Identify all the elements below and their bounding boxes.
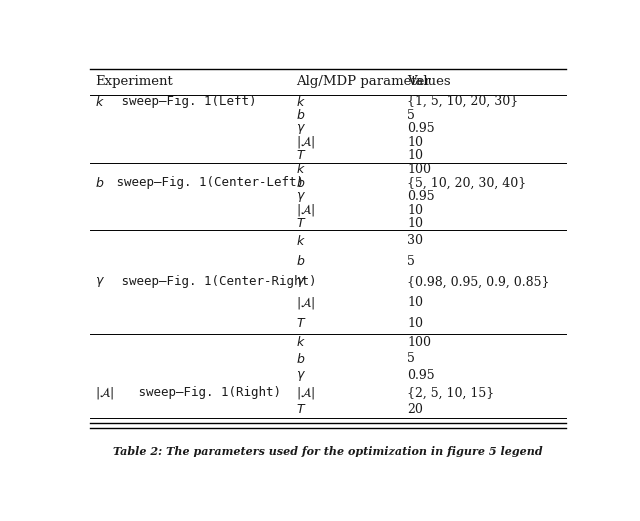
- Text: 0.95: 0.95: [408, 369, 435, 382]
- Text: $|\mathcal{A}|$: $|\mathcal{A}|$: [296, 202, 316, 218]
- Text: $\gamma$: $\gamma$: [296, 190, 306, 204]
- Text: $T$: $T$: [296, 317, 306, 330]
- Text: Alg/MDP parameter: Alg/MDP parameter: [296, 75, 431, 88]
- Text: 30: 30: [408, 234, 424, 247]
- Text: $\gamma$: $\gamma$: [95, 275, 105, 289]
- Text: $b$: $b$: [296, 352, 305, 366]
- Text: 5: 5: [408, 353, 415, 365]
- Text: 0.95: 0.95: [408, 122, 435, 135]
- Text: $b$: $b$: [296, 254, 305, 268]
- Text: 10: 10: [408, 204, 424, 217]
- Text: 10: 10: [408, 150, 424, 163]
- Text: 0.95: 0.95: [408, 190, 435, 203]
- Text: sweep—Fig. 1(Center-Right): sweep—Fig. 1(Center-Right): [114, 276, 316, 289]
- Text: {1, 5, 10, 20, 30}: {1, 5, 10, 20, 30}: [408, 95, 518, 108]
- Text: $k$: $k$: [296, 163, 305, 177]
- Text: $k$: $k$: [296, 335, 305, 349]
- Text: sweep—Fig. 1(Right): sweep—Fig. 1(Right): [131, 387, 280, 400]
- Text: Table 2: The parameters used for the optimization in figure 5 legend: Table 2: The parameters used for the opt…: [113, 446, 543, 457]
- Text: $|\mathcal{A}|$: $|\mathcal{A}|$: [296, 294, 316, 311]
- Text: $T$: $T$: [296, 217, 306, 230]
- Text: $b$: $b$: [296, 176, 305, 190]
- Text: sweep—Fig. 1(Left): sweep—Fig. 1(Left): [114, 95, 256, 108]
- Text: $k$: $k$: [95, 95, 104, 109]
- Text: {0.98, 0.95, 0.9, 0.85}: {0.98, 0.95, 0.9, 0.85}: [408, 276, 550, 289]
- Text: $|\mathcal{A}|$: $|\mathcal{A}|$: [95, 385, 115, 401]
- Text: $b$: $b$: [95, 176, 104, 190]
- Text: $\gamma$: $\gamma$: [296, 275, 306, 289]
- Text: Experiment: Experiment: [95, 75, 173, 88]
- Text: $T$: $T$: [296, 150, 306, 163]
- Text: $k$: $k$: [296, 95, 305, 109]
- Text: $k$: $k$: [296, 234, 305, 247]
- Text: 100: 100: [408, 163, 431, 176]
- Text: 10: 10: [408, 136, 424, 149]
- Text: $\gamma$: $\gamma$: [296, 369, 306, 383]
- Text: 10: 10: [408, 296, 424, 309]
- Text: Values: Values: [408, 75, 451, 88]
- Text: $\gamma$: $\gamma$: [296, 122, 306, 136]
- Text: 100: 100: [408, 336, 431, 349]
- Text: sweep—Fig. 1(Center-Left): sweep—Fig. 1(Center-Left): [109, 177, 304, 190]
- Text: 5: 5: [408, 255, 415, 268]
- Text: $T$: $T$: [296, 403, 306, 416]
- Text: 10: 10: [408, 217, 424, 230]
- Text: 20: 20: [408, 403, 423, 416]
- Text: {2, 5, 10, 15}: {2, 5, 10, 15}: [408, 387, 495, 400]
- Text: $|\mathcal{A}|$: $|\mathcal{A}|$: [296, 385, 316, 401]
- Text: 5: 5: [408, 109, 415, 122]
- Text: $b$: $b$: [296, 108, 305, 122]
- Text: {5, 10, 20, 30, 40}: {5, 10, 20, 30, 40}: [408, 177, 527, 190]
- Text: $|\mathcal{A}|$: $|\mathcal{A}|$: [296, 134, 316, 150]
- Text: 10: 10: [408, 317, 424, 330]
